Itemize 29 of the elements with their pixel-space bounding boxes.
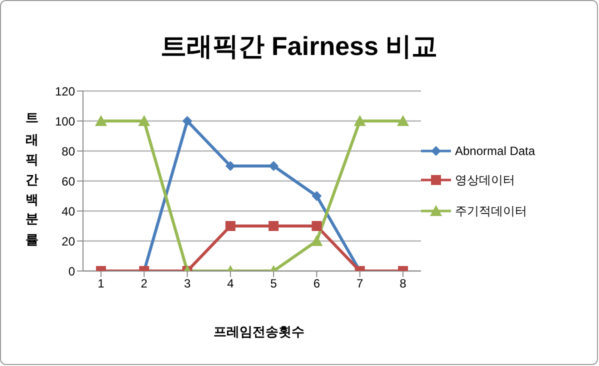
y-tick-label: 60 [62,174,76,188]
y-tick-label: 40 [62,204,76,218]
x-tick-label: 3 [184,276,191,291]
x-tick-label: 6 [313,276,320,291]
point [138,115,150,126]
x-tick-label: 8 [400,276,407,291]
x-tick-label: 7 [356,276,364,291]
point [354,115,366,126]
x-tick-label: 2 [140,276,148,291]
point [312,191,322,201]
x-tick-label: 5 [270,276,278,291]
y-tick-label: 0 [68,264,76,278]
point [225,161,236,171]
legend-label: 주기적데이터 [455,202,527,220]
chart-title: 트래픽간 Fairness 비교 [159,30,439,63]
x-tick-label: 4 [227,276,234,291]
x-tick-label: 1 [98,276,105,291]
legend-label: Abnormal Data [455,144,536,158]
y-tick-label: 120 [54,84,76,98]
point [268,161,279,171]
y-tick-label: 100 [54,114,76,128]
y-tick-label: 20 [62,234,76,248]
y-tick-label: 80 [62,144,76,158]
point [95,115,107,126]
point [397,115,409,126]
point [182,116,192,126]
legend-label: 영상데이터 [455,172,515,188]
x-axis-title: 프레임전송횟수 [212,323,306,341]
y-axis-title: 트래픽간백분률 [24,104,41,244]
